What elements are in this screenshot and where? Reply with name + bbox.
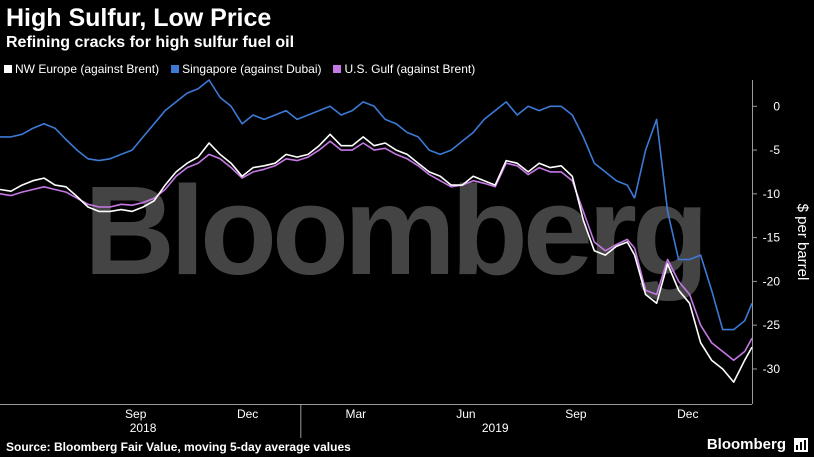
y-tick-label-3: -15 (763, 231, 781, 245)
x-tick-label-4: Sep (565, 407, 587, 421)
series-tail-2 (633, 247, 753, 361)
legend-item-us-gulf: U.S. Gulf (against Brent) (333, 62, 475, 76)
legend-item-singapore: Singapore (against Dubai) (171, 62, 321, 76)
legend-swatch-us-gulf (333, 65, 342, 73)
series-line-2 (0, 140, 636, 252)
x-tick-label-2: Mar (345, 407, 366, 421)
legend-item-nw-europe: NW Europe (against Brent) (4, 62, 159, 76)
chart-subtitle: Refining cracks for high sulfur fuel oil (6, 34, 295, 51)
x-tick-label-0: Sep (125, 407, 147, 421)
x-year-label-1: 2019 (482, 421, 509, 435)
bloomberg-bars-icon (794, 438, 808, 452)
y-tick-label-1: -5 (769, 143, 780, 157)
x-year-label-0: 2018 (130, 421, 157, 435)
legend: NW Europe (against Brent) Singapore (aga… (4, 62, 475, 76)
legend-label-us-gulf: U.S. Gulf (against Brent) (344, 62, 476, 76)
legend-swatch-singapore (171, 65, 180, 73)
x-tick-label-3: Jun (456, 407, 475, 421)
legend-swatch-nw-europe (4, 65, 12, 73)
x-tick-label-1: Dec (237, 407, 258, 421)
series-line-0 (0, 133, 636, 256)
x-tick-label-5: Dec (677, 407, 698, 421)
legend-label-singapore: Singapore (against Dubai) (182, 62, 322, 76)
series-tail-0 (633, 254, 753, 383)
y-axis-label: $ per barrel (794, 204, 811, 281)
series-tail-1 (633, 118, 753, 331)
y-tick-label-6: -30 (763, 362, 781, 376)
legend-label-nw-europe: NW Europe (against Brent) (15, 62, 160, 76)
chart-title: High Sulfur, Low Price (6, 4, 272, 32)
y-tick-label-5: -25 (763, 318, 781, 332)
y-tick-label-0: 0 (773, 99, 780, 113)
brand-logo: Bloomberg (706, 436, 786, 453)
y-tick-label-4: -20 (763, 274, 781, 288)
series-line-1 (0, 79, 636, 199)
source-note: Source: Bloomberg Fair Value, moving 5-d… (6, 440, 351, 454)
y-tick-label-2: -10 (763, 187, 781, 201)
